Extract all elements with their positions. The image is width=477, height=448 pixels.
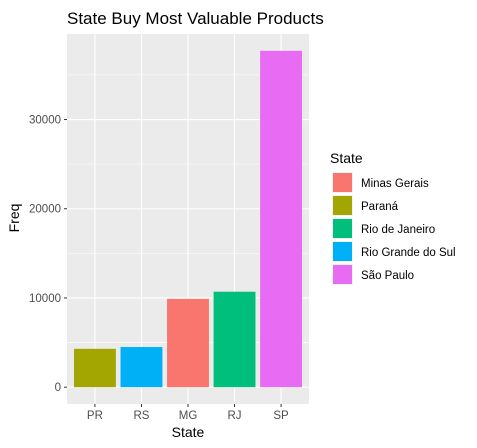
legend-swatch xyxy=(333,219,352,238)
x-tick-label: PR xyxy=(87,410,103,422)
y-tick-label: 10000 xyxy=(29,293,61,305)
x-tick-label: SP xyxy=(273,410,289,422)
x-axis-title: State xyxy=(172,424,205,440)
bar-mg xyxy=(167,298,209,388)
bar-rs xyxy=(120,347,163,388)
legend-label: Rio Grande do Sul xyxy=(361,247,456,259)
bar-sp xyxy=(260,50,303,388)
x-axis: PR RS MG RJ SP xyxy=(87,404,289,422)
chart-title: State Buy Most Valuable Products xyxy=(67,9,324,28)
y-axis: 0 10000 20000 30000 xyxy=(29,115,67,394)
legend-label: Rio de Janeiro xyxy=(361,224,435,236)
bars xyxy=(73,50,303,388)
legend-swatch xyxy=(333,173,352,192)
x-tick-label: MG xyxy=(179,410,198,422)
y-tick-label: 20000 xyxy=(29,204,61,216)
x-tick-label: RJ xyxy=(228,410,242,422)
bar-pr xyxy=(73,348,116,388)
legend: State Minas Gerais Paraná Rio de Janeiro Ri… xyxy=(330,150,456,285)
y-axis-title: Freq xyxy=(6,204,22,233)
legend-label: São Paulo xyxy=(361,270,414,282)
y-tick-label: 0 xyxy=(55,382,61,394)
legend-label: Paraná xyxy=(361,201,399,213)
legend-title: State xyxy=(330,150,363,166)
bar-rj xyxy=(213,291,256,388)
legend-swatch xyxy=(333,265,352,284)
legend-swatch xyxy=(333,242,352,261)
x-tick-label: RS xyxy=(133,410,149,422)
y-tick-label: 30000 xyxy=(29,115,61,127)
legend-swatch xyxy=(333,196,352,215)
legend-label: Minas Gerais xyxy=(361,178,429,190)
